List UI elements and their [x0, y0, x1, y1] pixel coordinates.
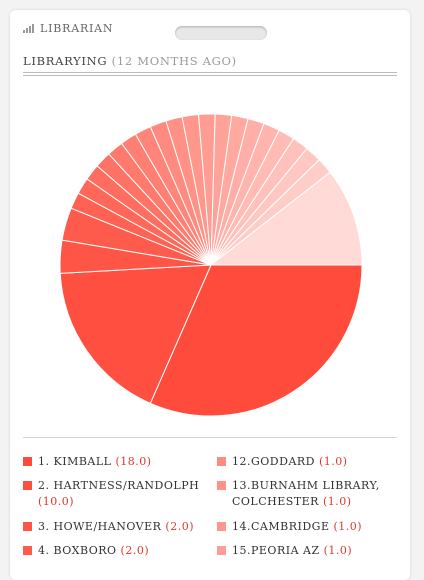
legend-name: BOXBORO: [53, 544, 121, 557]
bar-chart-icon: [23, 23, 34, 33]
legend-swatch: [217, 457, 226, 466]
legend-value: (1.0): [323, 544, 353, 557]
legend-name: GODDARD: [251, 455, 319, 468]
legend-swatch: [23, 522, 32, 531]
legend-name: KIMBALL: [53, 455, 116, 468]
pie-chart: [59, 113, 363, 417]
legend-swatch: [217, 481, 226, 490]
legend-name: HARTNESS/RANDOLPH: [53, 479, 200, 492]
legend-item[interactable]: 2. HARTNESS/RANDOLPH (10.0): [23, 478, 211, 510]
legend-rank: 4.: [38, 544, 54, 557]
legend-value: (1.0): [333, 520, 363, 533]
legend-item[interactable]: 12.GODDARD (1.0): [217, 454, 397, 470]
pie-slice-24[interactable]: [209, 171, 363, 266]
section-subtitle: (12 MONTHS AGO): [111, 54, 237, 68]
legend-rank: 13.: [232, 479, 251, 492]
legend-name: BURNAHM LIBRARY, COLCHESTER: [232, 479, 380, 508]
legend-swatch: [23, 546, 32, 555]
section-title: LIBRARYING: [23, 54, 108, 68]
legend-swatch: [217, 546, 226, 555]
legend-item[interactable]: 1. KIMBALL (18.0): [23, 454, 211, 470]
legend-rank: 3.: [38, 520, 54, 533]
legend-swatch: [23, 481, 32, 490]
legend-label: 14.CAMBRIDGE (1.0): [232, 519, 362, 535]
legend-item[interactable]: 4. BOXBORO (2.0): [23, 543, 211, 559]
legend-value: (10.0): [38, 495, 75, 508]
legend-rank: 2.: [38, 479, 54, 492]
legend-name: CAMBRIDGE: [251, 520, 334, 533]
legend-label: 2. HARTNESS/RANDOLPH (10.0): [38, 478, 211, 510]
legend-label: 15.PEORIA AZ (1.0): [232, 543, 352, 559]
legend-label: 12.GODDARD (1.0): [232, 454, 348, 470]
legend-item[interactable]: 3. HOWE/HANOVER (2.0): [23, 519, 211, 535]
pie-slice-2[interactable]: [59, 264, 212, 404]
legend-label: 1. KIMBALL (18.0): [38, 454, 152, 470]
legend-rank: 15.: [232, 544, 251, 557]
heading-divider: [23, 72, 397, 76]
legend-value: (1.0): [319, 455, 348, 468]
legend-label: 13.BURNAHM LIBRARY, COLCHESTER (1.0): [232, 478, 397, 510]
legend-value: (2.0): [120, 544, 150, 557]
pie-chart-area: [59, 113, 363, 417]
legend-divider: [23, 437, 397, 438]
drag-handle[interactable]: [175, 26, 267, 40]
legend-rank: 12.: [232, 455, 251, 468]
legend-item[interactable]: 13.BURNAHM LIBRARY, COLCHESTER (1.0): [217, 478, 397, 510]
legend-item[interactable]: 14.CAMBRIDGE (1.0): [217, 519, 397, 535]
legend-value: (18.0): [115, 455, 152, 468]
app-title: LIBRARIAN: [40, 21, 114, 35]
legend-swatch: [217, 522, 226, 531]
legend-item[interactable]: 15.PEORIA AZ (1.0): [217, 543, 397, 559]
legend-name: PEORIA AZ: [251, 544, 324, 557]
legend-value: (1.0): [322, 495, 352, 508]
legend-label: 3. HOWE/HANOVER (2.0): [38, 519, 194, 535]
legend-value: (2.0): [165, 520, 194, 533]
legend-rank: 14.: [232, 520, 251, 533]
app-header: LIBRARIAN: [23, 20, 113, 36]
legend-rank: 1.: [38, 455, 54, 468]
legend-name: HOWE/HANOVER: [53, 520, 166, 533]
legend-swatch: [23, 457, 32, 466]
legend-label: 4. BOXBORO (2.0): [38, 543, 149, 559]
section-heading: LIBRARYING (12 MONTHS AGO): [23, 54, 237, 68]
pie-slice-1[interactable]: [149, 264, 363, 417]
